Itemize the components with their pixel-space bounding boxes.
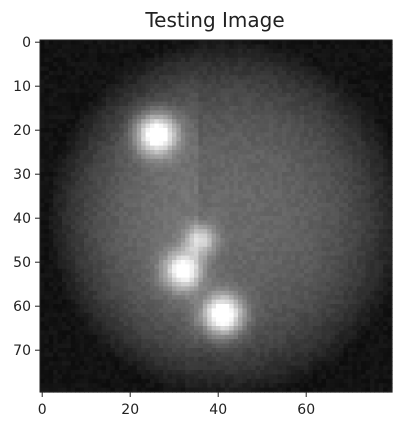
x-tick-label: 0 xyxy=(38,402,47,418)
y-axis: 0 10 20 30 40 50 60 70 xyxy=(13,35,40,359)
y-tick-label: 0 xyxy=(22,35,31,51)
image-plot-area xyxy=(39,39,393,393)
x-tick-label: 60 xyxy=(297,402,315,418)
chart-title: Testing Image xyxy=(144,8,284,32)
y-tick-label: 60 xyxy=(13,299,31,315)
plot-frame xyxy=(39,39,393,393)
y-tick-label: 20 xyxy=(13,123,31,139)
y-tick-label: 40 xyxy=(13,211,31,227)
y-tick-label: 50 xyxy=(13,255,31,271)
x-tick-label: 20 xyxy=(121,402,139,418)
y-tick-label: 10 xyxy=(13,79,31,95)
y-tick-label: 70 xyxy=(13,343,31,359)
x-tick-label: 40 xyxy=(209,402,227,418)
x-axis: 0 20 40 60 xyxy=(38,392,315,418)
y-tick-label: 30 xyxy=(13,167,31,183)
